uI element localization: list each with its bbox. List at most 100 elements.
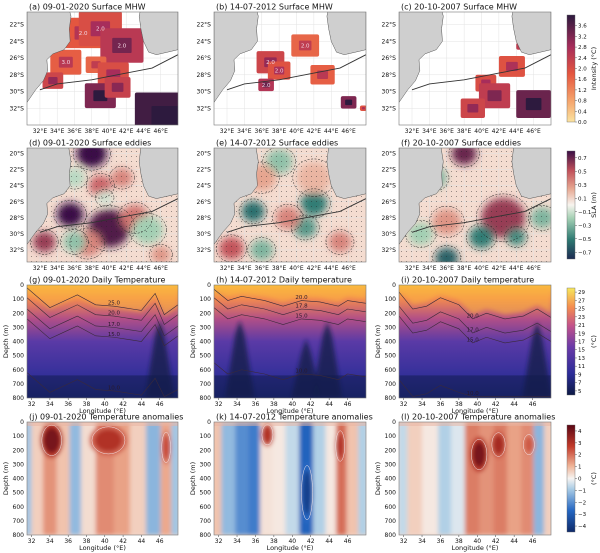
plot-area: 2.0 2.0 2.0 3.0 <box>27 12 178 125</box>
x-tick-label: 44 <box>325 538 333 545</box>
sla-contour <box>432 245 462 262</box>
sla-contour <box>95 189 115 207</box>
mhw-core <box>274 66 285 75</box>
mhw-core <box>506 61 518 71</box>
y-tick-label: 0 <box>20 419 24 426</box>
y-tick-label: 400 <box>13 476 25 483</box>
anomaly-column <box>544 422 551 535</box>
y-tick-label: 800 <box>385 532 397 539</box>
y-tick-label: 0 <box>392 419 396 426</box>
isotherm-label: 20.0 <box>467 313 480 319</box>
colorbar-label: (°C) <box>590 472 598 485</box>
x-tick-label: 44°E <box>324 128 339 135</box>
x-tick-label: 46°E <box>341 265 356 272</box>
anomaly-column <box>221 422 236 535</box>
x-tick-label: 40°E <box>102 265 117 272</box>
y-tick-label: 500 <box>385 353 397 360</box>
isotherm-contour <box>27 297 178 326</box>
x-tick-label: 44°E <box>136 265 151 272</box>
colorbar-tick-label: 27 <box>578 298 585 304</box>
colorbar-label: Intensity (°C) <box>590 47 598 90</box>
y-axis-label: Depth (m) <box>374 325 382 358</box>
isotherm-contour <box>27 308 178 337</box>
x-tick-label: 38°E <box>457 265 472 272</box>
x-tick-label: 40 <box>288 538 296 545</box>
x-tick-label: 44 <box>510 538 518 545</box>
section-transect-line <box>226 198 366 233</box>
x-tick-label: 46°E <box>154 128 169 135</box>
x-tick-label: 42 <box>307 401 315 408</box>
y-tick-label: 200 <box>13 447 25 454</box>
anomaly-column <box>80 422 96 535</box>
colorbar-tick-label: 0.0 <box>578 120 587 126</box>
x-axis-label: Longitude (°E) <box>267 544 314 552</box>
x-tick-label: 36 <box>437 401 445 408</box>
y-tick-label: 22°S <box>197 22 212 29</box>
anomaly-contour <box>335 430 345 462</box>
isotherm-contour <box>399 305 551 334</box>
y-tick-label: 200 <box>385 310 397 317</box>
x-tick-label: 42 <box>307 538 315 545</box>
y-tick-label: 32°S <box>382 247 397 254</box>
anomaly-core <box>262 426 273 444</box>
x-tick-label: 46 <box>156 538 164 545</box>
panel-title: (i) 20-10-2007 Daily temperature <box>401 276 534 285</box>
x-tick-label: 44°E <box>509 265 524 272</box>
panel-f: (f) 20-10-2007 Surface eddies 32°E 34°E 36°… <box>382 139 552 272</box>
plot-area <box>399 148 551 262</box>
x-tick-label: 46 <box>344 538 352 545</box>
sla-contour <box>448 148 480 168</box>
x-tick-label: 32°E <box>405 265 420 272</box>
x-tick-label: 34 <box>233 401 241 408</box>
contour-label: 2.0 <box>275 69 284 75</box>
anomaly-column <box>346 422 359 535</box>
colorbar-tick-label: 1 <box>578 465 582 471</box>
y-axis-label: Depth (m) <box>374 462 382 495</box>
isotherm-label: 17.0 <box>108 322 121 328</box>
y-tick-label: 400 <box>385 339 397 346</box>
sla-contour <box>117 202 153 234</box>
y-tick-label: 600 <box>385 367 397 374</box>
x-tick-label: 40 <box>288 401 296 408</box>
isotherm-contour <box>214 307 366 325</box>
mhw-core <box>298 40 312 51</box>
anomaly-field <box>214 422 366 535</box>
y-tick-label: 30°S <box>197 231 212 238</box>
isotherm-contour <box>214 289 366 307</box>
y-tick-label: 22°S <box>10 22 25 29</box>
colorbar-row-2: 5 7 9 11 13 15 17 19 21 23 25 27 29 (°C) <box>566 287 598 396</box>
y-tick-label: 400 <box>200 476 212 483</box>
x-tick-label: 40 <box>473 401 481 408</box>
y-tick-label: 26°S <box>10 199 25 206</box>
africa-landmass <box>399 12 444 103</box>
colorbar-tick-label: −4 <box>578 524 587 530</box>
x-tick-label: 32 <box>215 401 223 408</box>
section-transect-line <box>411 54 551 91</box>
anomaly-column <box>248 422 261 535</box>
sla-contour <box>83 205 135 252</box>
panel-title: (l) 20-10-2007 Temperature anomalies <box>401 413 555 422</box>
anomaly-column <box>336 422 347 535</box>
sla-contour <box>325 229 355 255</box>
y-tick-label: 20°S <box>10 151 25 158</box>
madagascar-landmass <box>511 148 551 199</box>
x-tick-label: 38 <box>270 538 278 545</box>
warm-layer <box>214 285 366 302</box>
x-tick-label: 34 <box>418 538 426 545</box>
y-tick-label: 30°S <box>382 231 397 238</box>
x-tick-label: 42°E <box>492 128 507 135</box>
x-tick-label: 32 <box>400 538 408 545</box>
plot-area: 25.0 20.0 17.0 15.0 10.0 <box>27 285 178 398</box>
x-tick-label: 32°E <box>33 128 48 135</box>
mhw-core <box>151 106 178 125</box>
plot-area <box>214 422 366 535</box>
x-tick-label: 46 <box>344 401 352 408</box>
x-tick-label: 38 <box>83 538 91 545</box>
panel-b: 2.02.02.02.0(b) 14-07-2012 Surface MHW32… <box>197 3 367 135</box>
anomaly-column <box>438 422 452 535</box>
colorbar-label: (°C) <box>590 335 598 348</box>
x-tick-label: 40°E <box>474 265 489 272</box>
x-tick-label: 42°E <box>307 265 322 272</box>
x-tick-label: 46 <box>156 401 164 408</box>
contour-label: 2.0 <box>118 43 127 49</box>
